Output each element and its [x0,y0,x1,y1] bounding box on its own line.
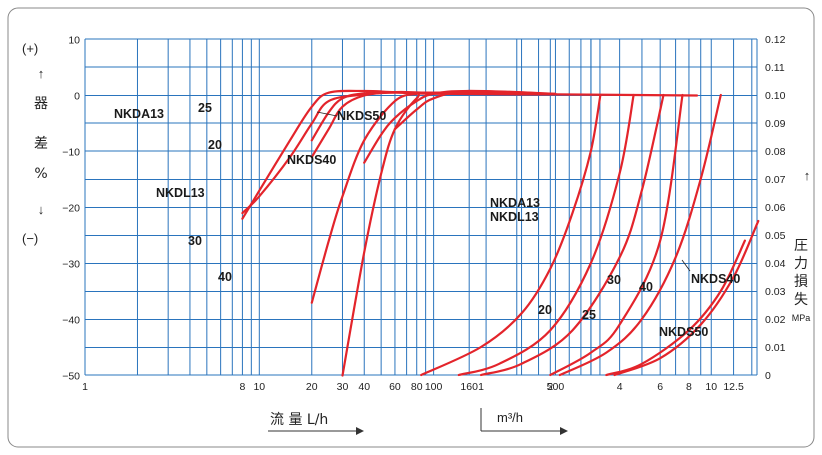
left-label-char-3: % [34,166,47,182]
bottom-right-tick-6: 12.5 [723,381,744,393]
right-label-char-4: 失 [794,292,808,308]
left-tick-3: −20 [62,203,80,215]
series-label-12: 30 [607,273,621,287]
series-label-7: NKDS40 [287,153,336,167]
series-label-10: 20 [538,303,552,317]
pressure-curve-4 [558,93,722,377]
pressure-curve-2 [479,93,665,377]
bottom-left-tick-6: 60 [389,381,401,393]
pressure-curve-6 [613,219,760,377]
pressure-curve-3 [549,93,684,377]
zero-continuation [554,93,699,97]
bottom-left-tick-9: 160 [460,381,478,393]
series-label-3: 20 [208,138,222,152]
bottom-left-tick-3: 20 [306,381,318,393]
leader-nkds50 [316,111,338,117]
right-tick-4: 0.08 [765,146,786,158]
right-tick-2: 0.10 [765,90,786,102]
right-tick-11: 0.01 [765,342,786,354]
series-label-9: NKDL13 [490,210,539,224]
bottom-left-tick-0: 1 [82,381,88,393]
bottom-right-tick-0: 1 [478,381,484,393]
series-label-2: 25 [198,101,212,115]
left-arrow-down: ↓ [38,202,45,217]
right-tick-7: 0.05 [765,230,786,242]
left-arrow-up: ↑ [38,66,45,81]
left-tick-2: −10 [62,147,80,159]
outer-border [7,7,815,448]
right-tick-8: 0.04 [765,258,786,270]
left-unit-bottom: (−) [22,231,38,246]
bottom-left-tick-1: 8 [239,381,245,393]
bottom-left-tick-2: 10 [253,381,265,393]
tick-labels: 100−10−20−30−40−500.120.110.100.090.080.… [62,34,785,393]
left-label-char-2: 差 [34,136,48,152]
leader-nkds40 [681,259,691,272]
bottom-right-tick-1: 2 [547,381,553,393]
series-label-8: NKDA13 [490,196,540,210]
right-tick-6: 0.06 [765,202,786,214]
bottom-right-tick-5: 10 [705,381,717,393]
right-tick-3: 0.09 [765,118,786,130]
left-tick-6: −50 [62,371,80,383]
x-label-right: m³/h [497,410,523,425]
bottom-left-tick-8: 100 [425,381,443,393]
pressure-curve-5 [605,239,746,377]
bottom-left-tick-7: 80 [411,381,423,393]
right-label-char-2: 力 [794,256,808,272]
right-tick-5: 0.07 [765,174,786,186]
left-tick-5: −40 [62,315,80,327]
bottom-right-tick-2: 4 [617,381,623,393]
series-label-5: 40 [218,270,232,284]
bottom-left-tick-10: 500 [547,381,565,393]
series-label-6: NKDS50 [337,109,386,123]
pressure-curve-0 [420,93,602,377]
bottom-right-tick-3: 6 [657,381,663,393]
left-unit-top: (+) [22,41,38,56]
bottom-left-tick-5: 40 [358,381,370,393]
right-tick-9: 0.03 [765,286,786,298]
right-unit: MPa [792,313,811,323]
bottom-left-tick-4: 30 [337,381,349,393]
right-tick-1: 0.11 [765,62,785,74]
curves [241,89,760,377]
left-label-char-1: 器 [34,96,48,112]
left-tick-0: 10 [68,35,80,47]
right-label-char-1: 圧 [794,238,808,254]
right-tick-10: 0.02 [765,314,786,326]
right-tick-0: 0.12 [765,34,786,46]
series-label-13: 40 [639,280,653,294]
left-tick-4: −30 [62,259,80,271]
error-curve-nkds50 [393,89,557,131]
pressure-curve-1 [457,93,635,377]
right-tick-12: 0 [765,370,771,382]
bottom-right-tick-4: 8 [686,381,692,393]
left-tick-1: 0 [74,91,80,103]
series-label-0: NKDA13 [114,107,164,121]
series-label-15: NKDS50 [659,325,708,339]
x-arrow-right-head [560,427,568,435]
right-label-char-3: 損 [794,274,808,290]
series-label-11: 25 [582,308,596,322]
series-label-4: 30 [188,234,202,248]
x-arrow-left-head [356,427,364,435]
right-arrow-up: ↑ [804,168,811,183]
series-labels: NKDA13NKDL1325203040NKDS50NKDS40NKDA13NK… [114,101,740,339]
series-label-14: NKDS40 [691,272,740,286]
series-label-1: NKDL13 [156,186,205,200]
x-label-left: 流 量 L/h [270,412,328,428]
